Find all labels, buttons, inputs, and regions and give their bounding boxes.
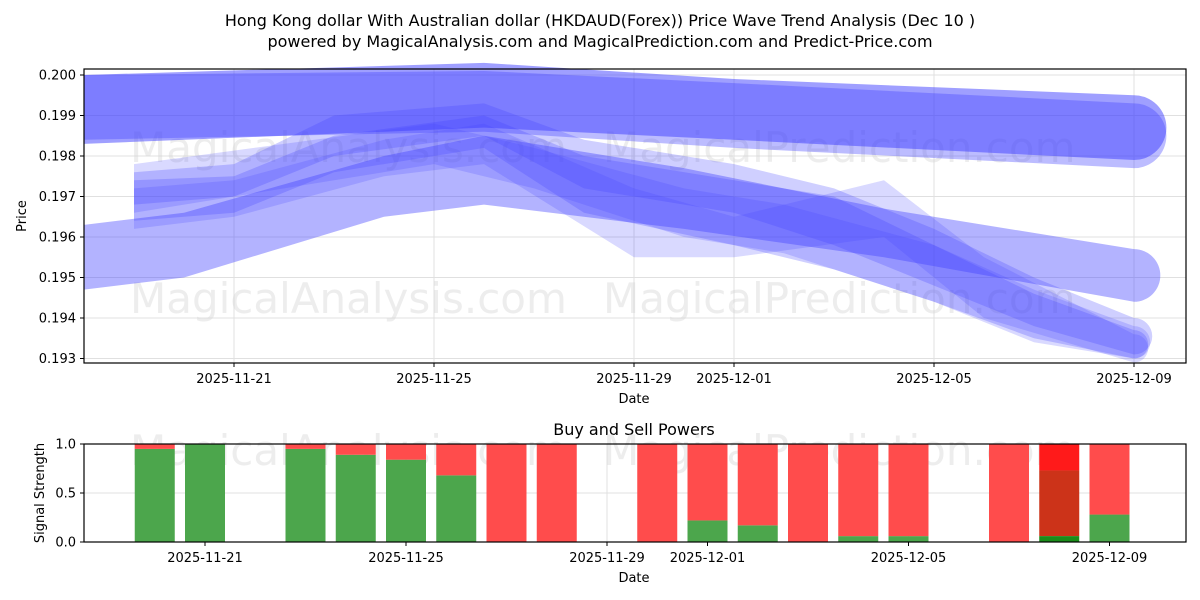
y-tick-label: 0.199 <box>39 109 76 124</box>
x-tick-label: 2025-11-29 <box>569 551 645 566</box>
sell-bar <box>688 444 728 520</box>
sell-bar <box>889 444 929 536</box>
y-tick-label: 0.193 <box>39 352 76 367</box>
bar-2025-12-05 <box>889 444 929 542</box>
bar-2025-11-30 <box>637 444 677 542</box>
x-tick-label: 2025-11-29 <box>596 372 672 387</box>
x-tick-label: 2025-12-09 <box>1096 372 1172 387</box>
bar-2025-11-26 <box>436 444 476 542</box>
bar-2025-11-25 <box>386 444 426 542</box>
price-y-axis: 0.193 0.194 0.195 0.196 0.197 0.198 0.199 0.200 <box>39 69 84 368</box>
sell-bar <box>738 444 778 525</box>
sell-bar <box>436 444 476 475</box>
sell-bar <box>487 444 527 542</box>
bar-2025-11-23 <box>286 444 326 542</box>
chart-subtitle: powered by MagicalAnalysis.com and Magic… <box>267 32 932 51</box>
price-y-label: Price <box>15 200 30 232</box>
buy-bar <box>386 460 426 542</box>
buy-bar <box>1039 536 1079 542</box>
bar-2025-12-02 <box>738 444 778 542</box>
y-tick-label: 0.197 <box>39 190 76 205</box>
x-tick-label: 2025-11-21 <box>167 551 243 566</box>
y-tick-label: 0.195 <box>39 271 76 286</box>
y-tick-label: 0.194 <box>39 312 76 327</box>
sell-bar <box>1039 444 1079 470</box>
chart-canvas: Hong Kong dollar With Australian dollar … <box>0 0 1200 600</box>
x-tick-label: 2025-12-05 <box>871 551 947 566</box>
x-tick-label: 2025-12-01 <box>670 551 746 566</box>
sell-bar <box>537 444 577 542</box>
y-tick-label: 0.5 <box>55 487 76 502</box>
x-tick-label: 2025-12-01 <box>696 372 772 387</box>
bar-2025-11-20 <box>135 444 175 542</box>
buy-bar <box>688 520 728 542</box>
sell-bar <box>788 444 828 542</box>
buy-bar <box>436 475 476 542</box>
buy-bar <box>135 449 175 542</box>
buy-bar <box>738 525 778 542</box>
sell-bar <box>286 444 326 449</box>
bar-2025-11-24 <box>336 444 376 542</box>
price-x-label: Date <box>618 392 649 407</box>
price-x-axis: 2025-11-21 2025-11-25 2025-11-29 2025-12-01… <box>196 363 1172 387</box>
buy-bar <box>286 449 326 542</box>
bar-2025-12-08 <box>1039 444 1079 542</box>
x-tick-label: 2025-11-25 <box>368 551 444 566</box>
watermark-analysis: MagicalAnalysis.com <box>130 274 567 323</box>
sell-bar <box>135 444 175 449</box>
sell-bar <box>838 444 878 536</box>
y-tick-label: 0.196 <box>39 231 76 246</box>
x-tick-label: 2025-11-21 <box>196 372 272 387</box>
x-tick-label: 2025-12-05 <box>896 372 972 387</box>
bar-2025-11-27 <box>487 444 527 542</box>
bar-2025-12-09 <box>1090 444 1130 542</box>
buy-sell-chart: Buy and Sell Powers MagicalAnalysis.com … <box>33 420 1186 586</box>
bar-2025-12-04 <box>838 444 878 542</box>
y-tick-label: 1.0 <box>55 438 76 453</box>
x-tick-label: 2025-11-25 <box>396 372 472 387</box>
buy-sell-y-axis: 0.0 0.5 1.0 <box>55 438 84 551</box>
y-tick-label: 0.200 <box>39 69 76 84</box>
buy-sell-x-axis: 2025-11-21 2025-11-25 2025-11-29 2025-12-01… <box>167 542 1147 566</box>
price-wave-chart: MagicalAnalysis.com MagicalPrediction.co… <box>15 63 1186 407</box>
bar-2025-12-01 <box>688 444 728 542</box>
chart-title: Hong Kong dollar With Australian dollar … <box>225 11 975 30</box>
buy-sell-x-label: Date <box>618 571 649 586</box>
sell-bar <box>1090 444 1130 515</box>
buy-bar <box>889 536 929 542</box>
buy-sell-watermarks: MagicalAnalysis.com MagicalPrediction.co… <box>130 426 1076 475</box>
sell-bar <box>637 444 677 542</box>
overlap-bar <box>1039 470 1079 536</box>
sell-bar <box>336 444 376 455</box>
bar-2025-11-21 <box>185 444 225 542</box>
sell-bar <box>386 444 426 460</box>
x-tick-label: 2025-12-09 <box>1072 551 1148 566</box>
y-tick-label: 0.198 <box>39 150 76 165</box>
buy-bar <box>336 455 376 542</box>
buy-sell-y-label: Signal Strength <box>33 443 48 543</box>
buy-bar <box>1090 515 1130 542</box>
buy-bar <box>185 444 225 542</box>
bar-2025-12-03 <box>788 444 828 542</box>
bar-2025-12-07 <box>989 444 1029 542</box>
bar-2025-11-28 <box>537 444 577 542</box>
sell-bar <box>989 444 1029 542</box>
buy-bar <box>838 536 878 542</box>
y-tick-label: 0.0 <box>55 536 76 551</box>
